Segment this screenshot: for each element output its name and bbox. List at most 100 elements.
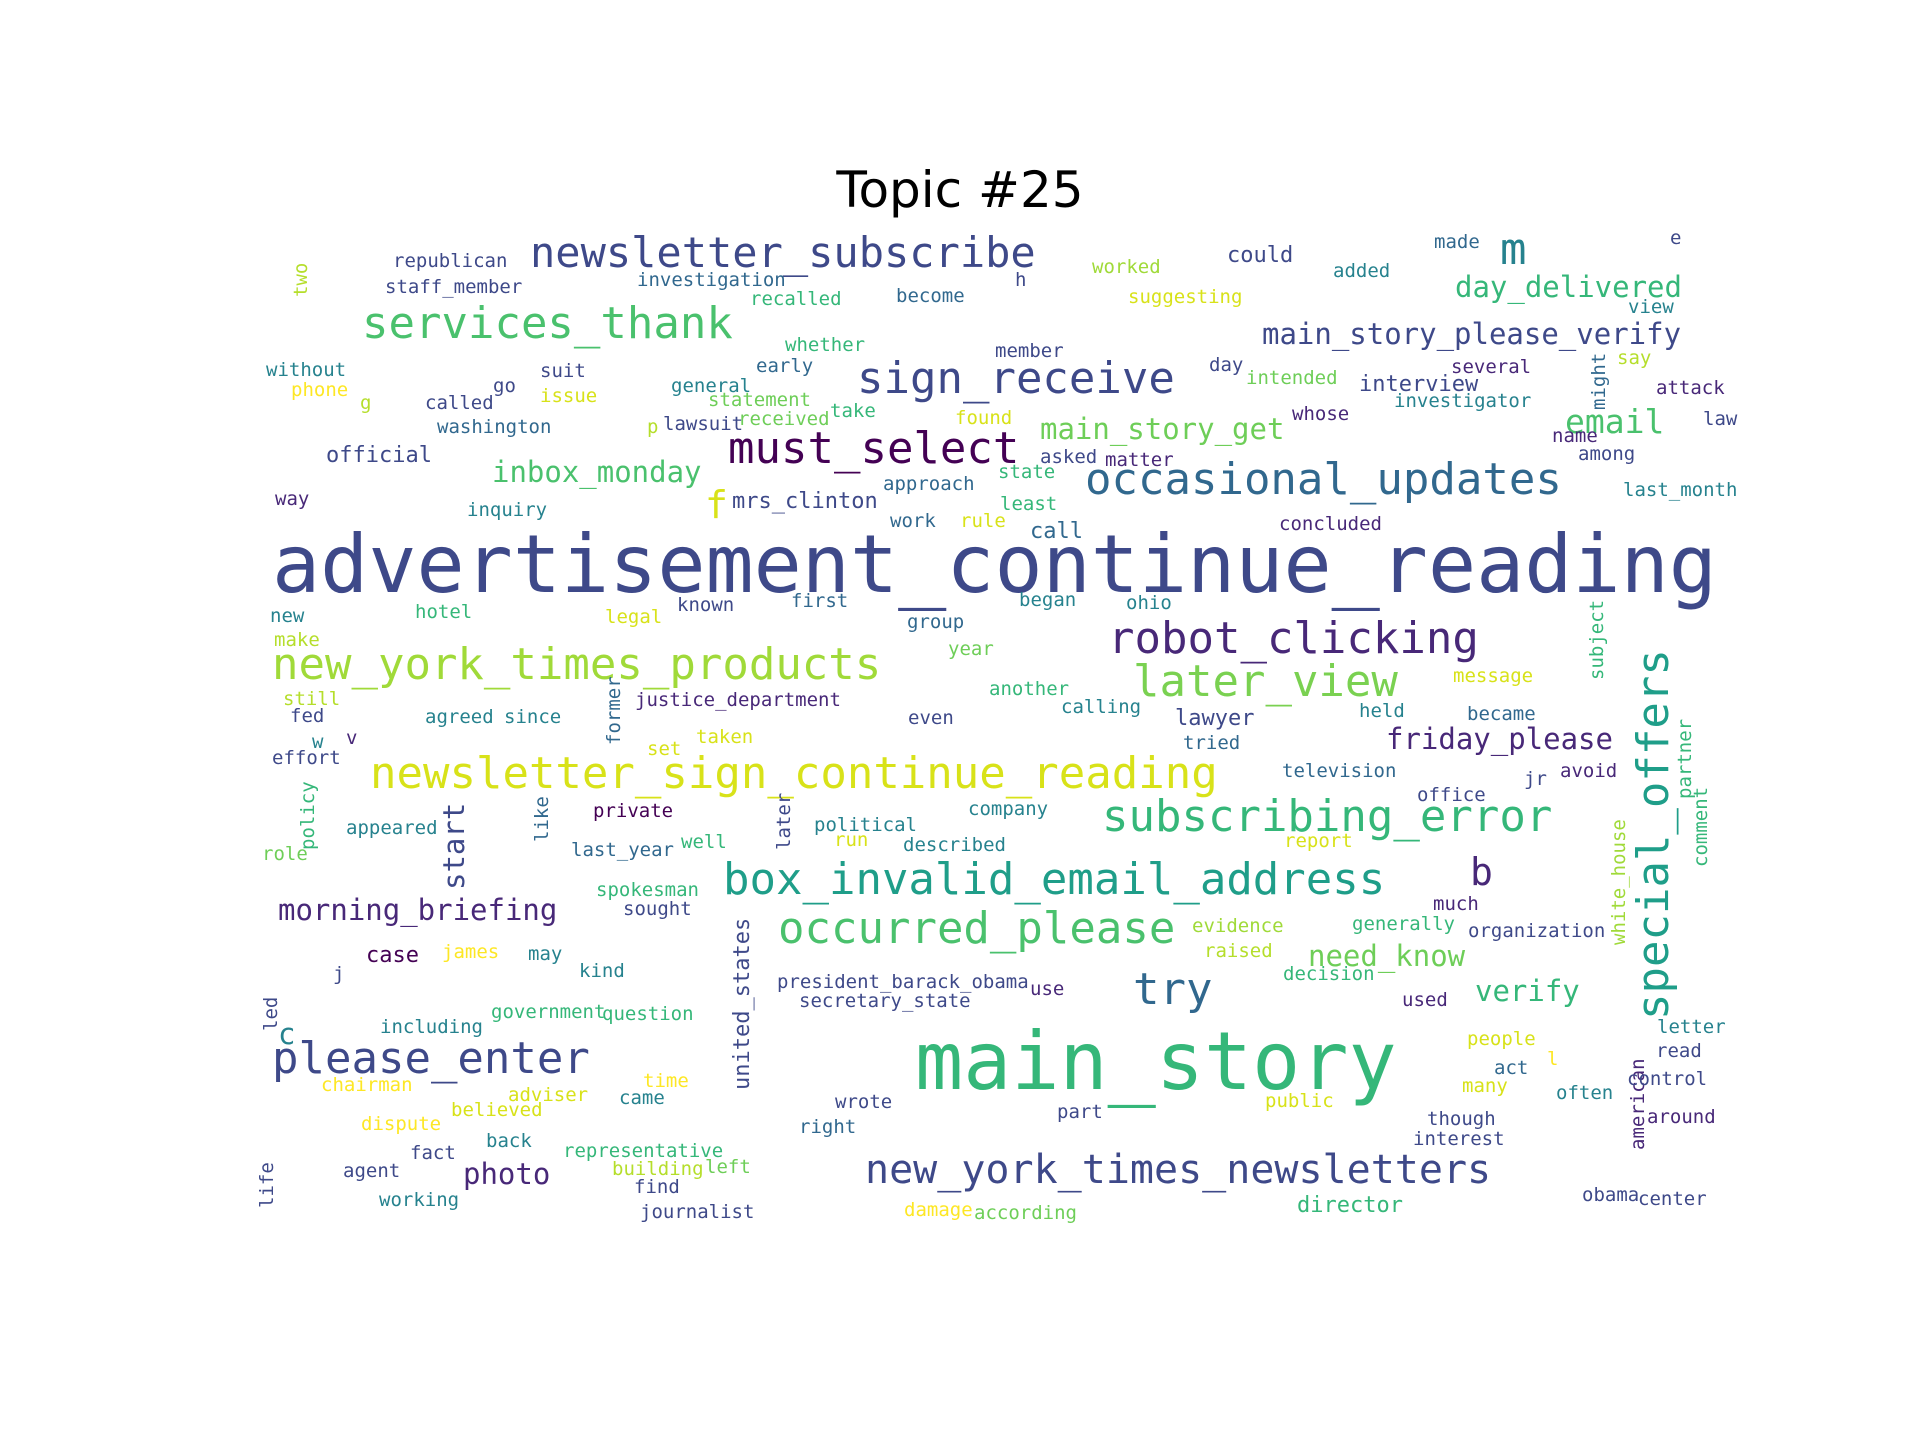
cloud-word: believed bbox=[451, 1099, 543, 1121]
cloud-word: must_select bbox=[728, 423, 1020, 474]
cloud-word: whose bbox=[1292, 403, 1350, 425]
cloud-word: g bbox=[360, 392, 372, 414]
cloud-word: first bbox=[791, 590, 849, 612]
cloud-word: damage bbox=[904, 1199, 973, 1221]
cloud-word: center bbox=[1638, 1188, 1707, 1210]
cloud-word: day_delivered bbox=[1455, 270, 1682, 304]
cloud-word: journalist bbox=[640, 1201, 755, 1223]
cloud-word: two bbox=[290, 262, 312, 297]
cloud-word: may bbox=[528, 943, 563, 965]
cloud-word: j bbox=[333, 963, 345, 985]
cloud-word: sign_receive bbox=[857, 353, 1175, 404]
cloud-word: make bbox=[274, 629, 320, 651]
cloud-word: lawsuit bbox=[663, 413, 744, 435]
cloud-word: matter bbox=[1105, 449, 1174, 471]
cloud-word: message bbox=[1453, 665, 1534, 687]
cloud-word: say bbox=[1617, 347, 1652, 369]
cloud-word: letter bbox=[1657, 1016, 1726, 1038]
cloud-word: intended bbox=[1246, 367, 1338, 389]
cloud-word: described bbox=[903, 834, 1006, 856]
cloud-word: hotel bbox=[415, 601, 473, 623]
cloud-word: television bbox=[1282, 760, 1397, 782]
cloud-word: much bbox=[1433, 893, 1479, 915]
cloud-word: email bbox=[1565, 402, 1665, 441]
cloud-word: morning_briefing bbox=[278, 893, 558, 927]
cloud-word: name bbox=[1552, 425, 1598, 447]
cloud-word: spokesman bbox=[596, 879, 699, 901]
cloud-word: year bbox=[948, 638, 994, 660]
cloud-word: government bbox=[491, 1001, 606, 1023]
figure-title: Topic #25 bbox=[836, 161, 1084, 219]
cloud-word: call bbox=[1030, 519, 1083, 544]
cloud-word: take bbox=[830, 400, 876, 422]
cloud-word: act bbox=[1494, 1057, 1529, 1079]
cloud-word: inbox_monday bbox=[492, 455, 702, 489]
cloud-word: evidence bbox=[1192, 915, 1284, 937]
cloud-word: staff_member bbox=[385, 276, 523, 298]
cloud-word: new_york_times_newsletters bbox=[865, 1147, 1492, 1193]
cloud-word: mrs_clinton bbox=[732, 489, 878, 514]
cloud-word: concluded bbox=[1279, 513, 1382, 535]
cloud-word: like bbox=[531, 796, 553, 842]
cloud-word: political bbox=[814, 814, 917, 836]
cloud-word: become bbox=[896, 285, 965, 307]
cloud-word: came bbox=[619, 1087, 665, 1109]
cloud-word: start bbox=[437, 802, 471, 890]
cloud-word: case bbox=[366, 943, 419, 968]
cloud-word: taken bbox=[696, 726, 754, 748]
cloud-word: interest bbox=[1413, 1128, 1505, 1150]
cloud-word: became bbox=[1467, 703, 1536, 725]
cloud-word: run bbox=[834, 829, 869, 851]
cloud-word: report bbox=[1284, 830, 1353, 852]
cloud-word: including bbox=[380, 1016, 483, 1038]
cloud-word: fact bbox=[410, 1142, 456, 1164]
cloud-word: suit bbox=[540, 360, 586, 382]
cloud-word: according bbox=[974, 1202, 1077, 1224]
cloud-word: another bbox=[989, 678, 1070, 700]
cloud-word: received bbox=[738, 408, 830, 430]
cloud-word: left bbox=[705, 1156, 751, 1178]
cloud-word: investigator bbox=[1394, 390, 1532, 412]
cloud-word: photo bbox=[463, 1157, 551, 1191]
cloud-word: calling bbox=[1061, 696, 1142, 718]
cloud-word: recalled bbox=[750, 288, 842, 310]
cloud-word: appeared bbox=[346, 817, 438, 839]
cloud-word: sought bbox=[623, 898, 692, 920]
cloud-word: state bbox=[998, 461, 1056, 483]
cloud-word: new_york_times_products bbox=[272, 639, 882, 690]
cloud-word: group bbox=[907, 611, 965, 633]
cloud-word: suggesting bbox=[1128, 286, 1243, 308]
cloud-word: began bbox=[1019, 589, 1077, 611]
cloud-word: robot_clicking bbox=[1108, 613, 1479, 664]
cloud-word: subscribing_error bbox=[1102, 791, 1553, 842]
cloud-word: use bbox=[1030, 978, 1065, 1000]
cloud-word: law bbox=[1703, 408, 1738, 430]
cloud-word: working bbox=[379, 1189, 460, 1211]
cloud-word: last_year bbox=[571, 839, 674, 861]
cloud-word: back bbox=[486, 1130, 532, 1152]
cloud-word: last_month bbox=[1623, 479, 1738, 501]
cloud-word: without bbox=[266, 359, 347, 381]
cloud-word: people bbox=[1467, 1028, 1536, 1050]
cloud-word: wrote bbox=[835, 1091, 893, 1113]
cloud-word: issue bbox=[540, 385, 598, 407]
cloud-word: called bbox=[425, 392, 494, 414]
cloud-word: office bbox=[1417, 784, 1486, 806]
cloud-word: comment bbox=[1690, 786, 1712, 867]
cloud-word: way bbox=[275, 488, 310, 510]
cloud-word: united_states bbox=[730, 917, 755, 1090]
cloud-word: view bbox=[1628, 296, 1674, 318]
cloud-word: friday_please bbox=[1386, 722, 1613, 756]
cloud-word: organization bbox=[1468, 920, 1606, 942]
cloud-word: right bbox=[799, 1116, 857, 1138]
cloud-word: time bbox=[643, 1070, 689, 1092]
cloud-word: held bbox=[1359, 700, 1405, 722]
cloud-word: please_enter bbox=[272, 1033, 590, 1084]
cloud-word: special_offers bbox=[1628, 649, 1679, 1020]
cloud-word: white_house bbox=[1608, 819, 1630, 945]
cloud-word: m bbox=[1500, 224, 1527, 275]
cloud-word: v bbox=[346, 727, 358, 749]
cloud-word: least bbox=[1000, 493, 1058, 515]
cloud-word: find bbox=[634, 1176, 680, 1198]
